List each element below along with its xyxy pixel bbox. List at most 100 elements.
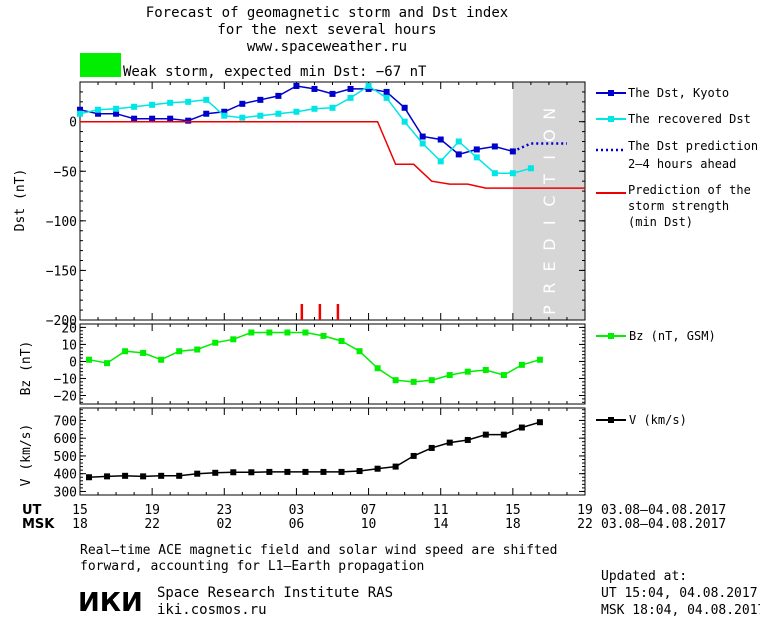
y-tick-label: 700 bbox=[54, 414, 77, 429]
data-point bbox=[356, 348, 363, 355]
y-tick-label: −50 bbox=[54, 165, 77, 180]
dst-axis-title: Dst (nT) bbox=[13, 169, 28, 232]
data-point bbox=[500, 431, 507, 438]
data-point bbox=[464, 368, 471, 375]
data-point bbox=[176, 472, 183, 479]
x-tick-label-msk: 06 bbox=[289, 517, 305, 532]
x-tick-label-ut: 11 bbox=[433, 503, 449, 518]
plot-frame bbox=[79, 323, 586, 405]
data-point bbox=[77, 110, 83, 117]
series-line bbox=[88, 421, 541, 478]
data-point bbox=[509, 148, 516, 155]
legend-storm-strength: Prediction of the storm strength (min Ds… bbox=[596, 183, 751, 229]
data-point bbox=[248, 329, 255, 336]
x-tick-label-ut: 15 bbox=[505, 503, 521, 518]
data-point bbox=[176, 348, 183, 355]
storm-status-text: Weak storm, expected min Dst: −67 nT bbox=[123, 64, 427, 80]
data-point bbox=[509, 170, 516, 177]
data-point bbox=[374, 465, 381, 472]
plot-frame bbox=[79, 407, 586, 496]
x-tick-label-ut: 15 bbox=[72, 503, 88, 518]
data-point bbox=[221, 108, 228, 115]
legend-bz-label: Bz (nT, GSM) bbox=[629, 329, 716, 343]
prediction-band-letter: O bbox=[540, 129, 559, 142]
data-point bbox=[464, 436, 471, 443]
data-point bbox=[266, 468, 273, 475]
data-point bbox=[518, 424, 525, 431]
prediction-band-letter: I bbox=[540, 220, 559, 225]
y-tick-label: 0 bbox=[69, 116, 77, 131]
y-tick-label: 0 bbox=[69, 355, 77, 370]
legend-recovered-dst: The recovered Dst bbox=[596, 112, 751, 126]
data-point bbox=[365, 82, 372, 89]
series-line bbox=[88, 331, 541, 383]
data-point bbox=[302, 329, 309, 336]
data-point bbox=[149, 101, 156, 108]
data-point bbox=[131, 103, 138, 110]
data-point bbox=[95, 110, 102, 117]
data-point bbox=[122, 472, 129, 479]
data-point bbox=[410, 452, 417, 459]
data-point bbox=[374, 365, 381, 372]
data-point bbox=[347, 85, 354, 92]
data-point bbox=[212, 469, 219, 476]
legend-dst-kyoto-marker bbox=[608, 90, 614, 96]
legend-storm-label-1: Prediction of the bbox=[628, 183, 751, 197]
data-point bbox=[401, 118, 408, 125]
bz-panel: 20 10 0 −10 −20 bbox=[54, 321, 586, 405]
series-line bbox=[79, 85, 514, 156]
storm-status-swatch bbox=[80, 53, 121, 77]
data-point bbox=[275, 110, 282, 117]
y-tick-label: 300 bbox=[54, 485, 77, 500]
bz-axis-title: Bz (nT) bbox=[19, 341, 34, 396]
data-point bbox=[86, 356, 93, 363]
data-point bbox=[392, 377, 399, 384]
msk-label: MSK bbox=[22, 517, 55, 532]
data-point bbox=[113, 110, 120, 117]
prediction-band-letter: T bbox=[540, 174, 559, 185]
v-panel: 700 600 500 400 300 bbox=[54, 407, 586, 500]
legend-prediction-label-2: 2–4 hours ahead bbox=[628, 157, 736, 171]
data-point bbox=[293, 82, 300, 89]
data-point bbox=[419, 133, 426, 140]
x-tick-label-msk: 22 bbox=[577, 517, 593, 532]
data-point bbox=[428, 377, 435, 384]
x-tick-label-msk: 10 bbox=[361, 517, 377, 532]
plot-frame bbox=[79, 81, 586, 321]
data-point bbox=[104, 360, 111, 367]
data-point bbox=[302, 468, 309, 475]
data-point bbox=[536, 419, 543, 426]
data-point bbox=[338, 468, 345, 475]
y-tick-label: 500 bbox=[54, 450, 77, 465]
chart-title-line2: for the next several hours bbox=[217, 22, 436, 38]
data-point bbox=[257, 96, 264, 103]
data-point bbox=[329, 104, 336, 111]
x-tick-label-ut: 19 bbox=[577, 503, 593, 518]
msk-date-range: 03.08–04.08.2017 bbox=[601, 517, 726, 532]
data-point bbox=[293, 108, 300, 115]
x-tick-label-msk: 14 bbox=[433, 517, 449, 532]
data-point bbox=[230, 469, 237, 476]
data-point bbox=[140, 473, 147, 480]
y-tick-label: 600 bbox=[54, 432, 77, 447]
updated-ut: UT 15:04, 04.08.2017 bbox=[601, 586, 758, 601]
legend-dst-prediction: The Dst prediction 2–4 hours ahead bbox=[596, 139, 758, 171]
y-tick-label: 400 bbox=[54, 468, 77, 483]
data-point bbox=[158, 356, 165, 363]
x-tick-label-ut: 07 bbox=[361, 503, 377, 518]
x-tick-label-msk: 18 bbox=[505, 517, 521, 532]
data-point bbox=[167, 115, 174, 122]
data-point bbox=[320, 332, 327, 339]
data-point bbox=[149, 115, 156, 122]
data-point bbox=[347, 94, 354, 101]
y-tick-label: 20 bbox=[61, 321, 77, 336]
data-point bbox=[248, 469, 255, 476]
y-tick-label: −200 bbox=[46, 314, 77, 329]
legend-storm-label-2: storm strength bbox=[628, 199, 729, 213]
data-point bbox=[104, 473, 111, 480]
data-point bbox=[185, 98, 192, 105]
data-point bbox=[455, 151, 462, 158]
updated-msk: MSK 18:04, 04.08.2017 bbox=[601, 603, 760, 618]
